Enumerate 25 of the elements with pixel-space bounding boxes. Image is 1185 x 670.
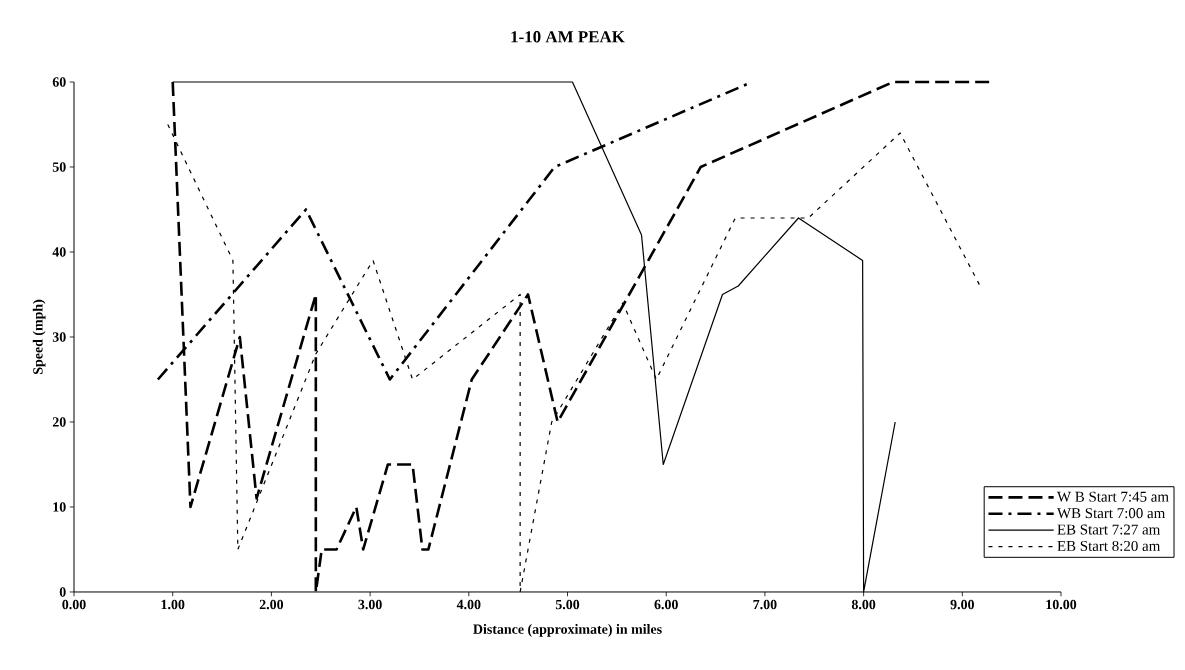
x-tick-label: 4.00 <box>456 599 481 610</box>
chart-title: 1-10 AM PEAK <box>511 31 625 43</box>
legend-label: W B Start 7:45 am <box>1056 491 1169 502</box>
legend-label: EB Start 7:27 am <box>1057 524 1161 535</box>
y-tick-label: 60 <box>52 77 66 87</box>
legend-label: WB Start 7:00 am <box>1056 508 1166 519</box>
y-tick-label: 20 <box>52 417 66 427</box>
x-tick-label: 7.00 <box>753 599 777 610</box>
x-tick-label: 3.00 <box>358 599 382 610</box>
x-axis-title: Distance (approximate) in miles <box>473 624 662 637</box>
x-tick-label: 10.00 <box>1046 599 1077 610</box>
x-tick-label: 5.00 <box>555 599 580 610</box>
x-tick-label: 2.00 <box>259 599 284 610</box>
y-axis-title: Speed (mph) <box>32 299 46 375</box>
x-tick-label: 8.00 <box>851 599 876 610</box>
y-tick-label: 40 <box>52 247 66 257</box>
y-tick-label: 30 <box>52 332 66 342</box>
x-tick-label: 6.00 <box>654 599 678 610</box>
legend-label: EB Start 8:20 am <box>1057 540 1161 552</box>
y-tick-label: 0 <box>59 587 66 597</box>
y-tick-label: 50 <box>52 162 66 172</box>
x-tick-label: 9.00 <box>950 599 974 610</box>
x-tick-label: 1.00 <box>161 599 185 610</box>
y-tick-label: 10 <box>53 502 66 512</box>
x-tick-label: 0.00 <box>62 599 86 610</box>
